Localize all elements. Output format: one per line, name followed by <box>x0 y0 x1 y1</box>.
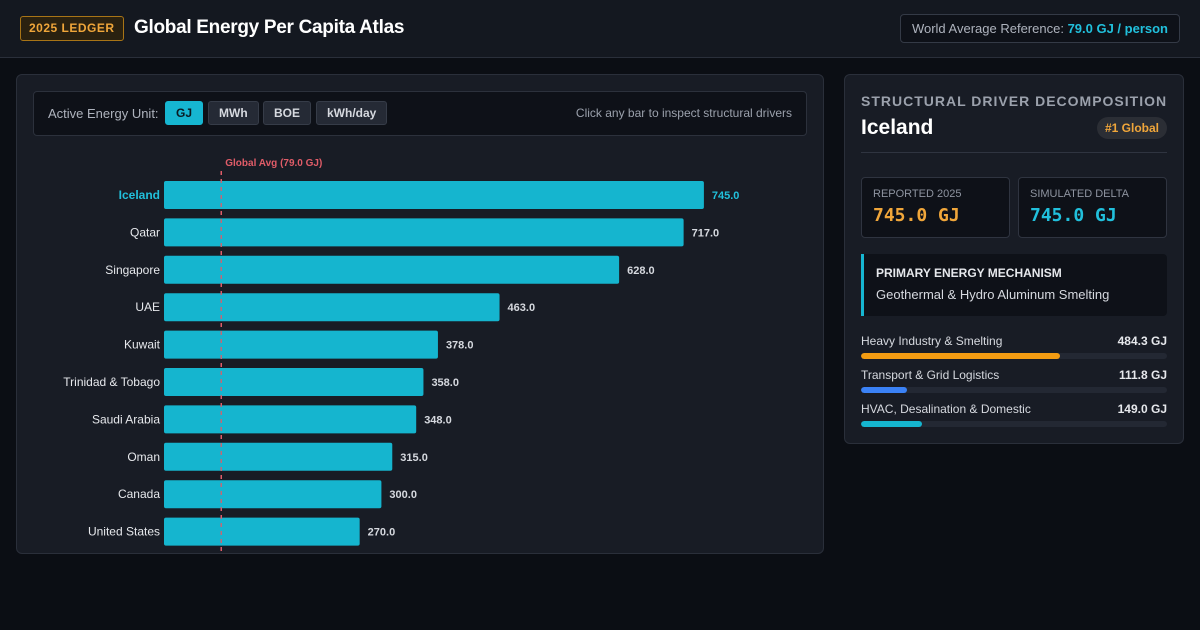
driver-value: 111.8 GJ <box>1118 368 1167 382</box>
value-label: 358.0 <box>431 377 459 389</box>
world-average-reference: World Average Reference: 79.0 GJ / perso… <box>899 14 1180 43</box>
bar[interactable] <box>164 181 704 209</box>
value-label: 378.0 <box>446 340 474 352</box>
simulated-delta-card: SIMULATED DELTA 745.0 GJ <box>1018 177 1167 238</box>
primary-mechanism-box: PRIMARY ENERGY MECHANISM Geothermal & Hy… <box>861 254 1167 316</box>
bar[interactable] <box>164 405 417 434</box>
value-label: 463.0 <box>508 302 536 314</box>
category-label: Singapore <box>105 263 160 277</box>
app-header: 2025 LEDGER Global Energy Per Capita Atl… <box>0 0 1200 58</box>
unit-button-kwh-day[interactable]: kWh/day <box>316 101 388 125</box>
driver-value: 484.3 GJ <box>1117 334 1167 348</box>
category-label: UAE <box>135 300 160 314</box>
bar[interactable] <box>164 368 424 396</box>
category-label: Oman <box>127 450 160 464</box>
bar[interactable] <box>164 517 360 546</box>
driver-track <box>861 353 1167 359</box>
reference-value: 79.0 GJ / person <box>1067 21 1168 36</box>
bar[interactable] <box>164 480 382 509</box>
divider <box>861 152 1167 153</box>
chart-panel: Active Energy Unit: GJ MWh BOE kWh/day C… <box>16 74 824 555</box>
driver-track <box>861 421 1167 427</box>
driver-fill <box>861 421 923 427</box>
reference-line-label: Global Avg (79.0 GJ) <box>225 158 322 169</box>
page-title: Global Energy Per Capita Atlas <box>134 17 405 38</box>
ledger-badge: 2025 LEDGER <box>20 16 124 41</box>
value-label: 628.0 <box>627 265 655 277</box>
driver-fill <box>861 387 907 393</box>
category-label: Saudi Arabia <box>92 412 160 426</box>
driver-decomposition-panel: STRUCTURAL DRIVER DECOMPOSITION Iceland … <box>844 74 1184 444</box>
value-label: 270.0 <box>368 527 396 539</box>
category-label: Kuwait <box>124 338 161 352</box>
panel-heading: STRUCTURAL DRIVER DECOMPOSITION <box>861 93 1168 109</box>
value-label: 745.0 <box>712 190 740 202</box>
reference-label: World Average Reference: <box>911 21 1064 36</box>
category-label: Canada <box>118 487 160 501</box>
driver-track <box>861 387 1167 393</box>
driver-row-transport: Transport & Grid Logistics 111.8 GJ <box>861 368 1167 396</box>
category-label: Iceland <box>119 188 160 202</box>
driver-label: Transport & Grid Logistics <box>861 368 1000 382</box>
category-label: Qatar <box>130 225 160 239</box>
bar[interactable] <box>164 255 620 284</box>
unit-label: Active Energy Unit: <box>48 106 159 121</box>
reported-value: 745.0 GJ <box>873 205 960 226</box>
simulated-delta-label: SIMULATED DELTA <box>1030 188 1130 200</box>
value-label: 300.0 <box>389 489 417 501</box>
driver-row-heavy-industry: Heavy Industry & Smelting 484.3 GJ <box>861 334 1167 362</box>
reported-card: REPORTED 2025 745.0 GJ <box>861 177 1010 238</box>
unit-button-mwh[interactable]: MWh <box>208 101 259 125</box>
rank-badge: #1 Global <box>1096 117 1167 139</box>
driver-row-hvac: HVAC, Desalination & Domestic 149.0 GJ <box>861 402 1167 430</box>
category-label: Trinidad & Tobago <box>63 375 160 389</box>
driver-fill <box>861 353 1060 359</box>
unit-selector-bar: Active Energy Unit: GJ MWh BOE kWh/day C… <box>33 91 807 136</box>
unit-button-gj[interactable]: GJ <box>165 101 204 125</box>
chart-hint: Click any bar to inspect structural driv… <box>575 106 792 120</box>
mechanism-label: PRIMARY ENERGY MECHANISM <box>876 266 1062 280</box>
value-label: 315.0 <box>400 452 428 464</box>
value-label: 348.0 <box>424 414 452 426</box>
driver-label: HVAC, Desalination & Domestic <box>861 402 1031 416</box>
selected-country-name: Iceland <box>861 116 934 139</box>
driver-label: Heavy Industry & Smelting <box>861 334 1003 348</box>
per-capita-bar-chart: Global Avg (79.0 GJ) Iceland 745.0 Qatar 717… <box>63 158 740 555</box>
bar[interactable] <box>164 330 438 359</box>
mechanism-value: Geothermal & Hydro Aluminum Smelting <box>876 287 1110 302</box>
driver-value: 149.0 GJ <box>1117 402 1167 416</box>
bar[interactable] <box>164 293 500 322</box>
reported-label: REPORTED 2025 <box>873 188 962 200</box>
simulated-delta-value: 745.0 GJ <box>1030 205 1117 226</box>
bar[interactable] <box>164 442 393 471</box>
category-label: United States <box>88 525 160 539</box>
value-label: 717.0 <box>692 227 720 239</box>
unit-button-boe[interactable]: BOE <box>263 101 312 125</box>
bar[interactable] <box>164 218 684 247</box>
